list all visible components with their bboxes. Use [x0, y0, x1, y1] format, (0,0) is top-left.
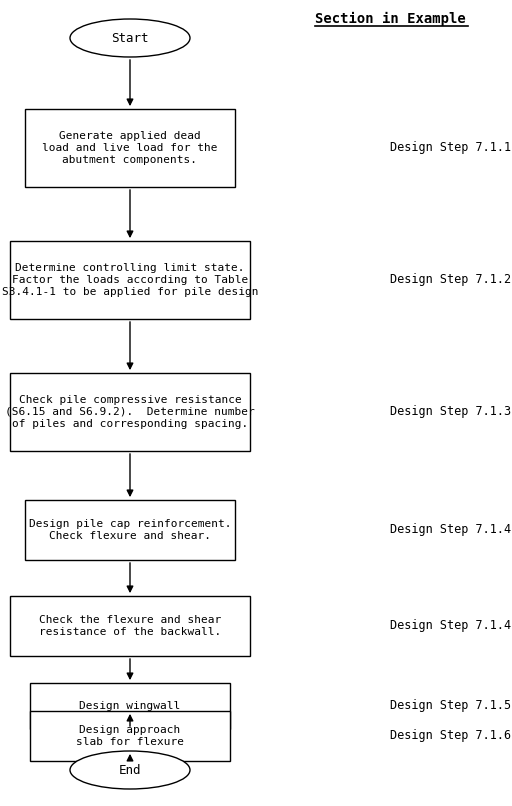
Text: Check pile compressive resistance
(S6.15 and S6.9.2).  Determine number
of piles: Check pile compressive resistance (S6.15…	[5, 396, 255, 429]
Bar	[25, 500, 235, 560]
Text: Design Step 7.1.3.1: Design Step 7.1.3.1	[390, 405, 512, 418]
Text: Section in Example: Section in Example	[315, 12, 465, 26]
Bar	[10, 596, 250, 656]
Bar	[10, 373, 250, 451]
Text: Determine controlling limit state.
Factor the loads according to Table
S3.4.1-1 : Determine controlling limit state. Facto…	[2, 264, 258, 297]
Text: Design Step 7.1.4.1: Design Step 7.1.4.1	[390, 620, 512, 633]
Text: Design approach
slab for flexure: Design approach slab for flexure	[76, 725, 184, 747]
Text: Design pile cap reinforcement.
Check flexure and shear.: Design pile cap reinforcement. Check fle…	[29, 519, 231, 541]
Text: Design Step 7.1.5: Design Step 7.1.5	[390, 700, 511, 713]
Text: Generate applied dead
load and live load for the
abutment components.: Generate applied dead load and live load…	[42, 131, 218, 164]
Bar	[30, 711, 230, 761]
Ellipse shape	[70, 19, 190, 57]
Text: Start: Start	[111, 31, 149, 44]
Text: Design Step 7.1.4: Design Step 7.1.4	[390, 524, 511, 537]
Text: Check the flexure and shear
resistance of the backwall.: Check the flexure and shear resistance o…	[39, 615, 221, 637]
Bar	[25, 109, 235, 187]
Text: End: End	[119, 763, 141, 776]
Text: Design Step 7.1.6: Design Step 7.1.6	[390, 729, 511, 742]
Ellipse shape	[70, 751, 190, 789]
Text: Design wingwall: Design wingwall	[79, 701, 181, 711]
Text: Design Step 7.1.2: Design Step 7.1.2	[390, 273, 511, 286]
Text: Design Step 7.1.1: Design Step 7.1.1	[390, 142, 511, 155]
Bar	[30, 683, 230, 729]
Bar	[10, 241, 250, 319]
